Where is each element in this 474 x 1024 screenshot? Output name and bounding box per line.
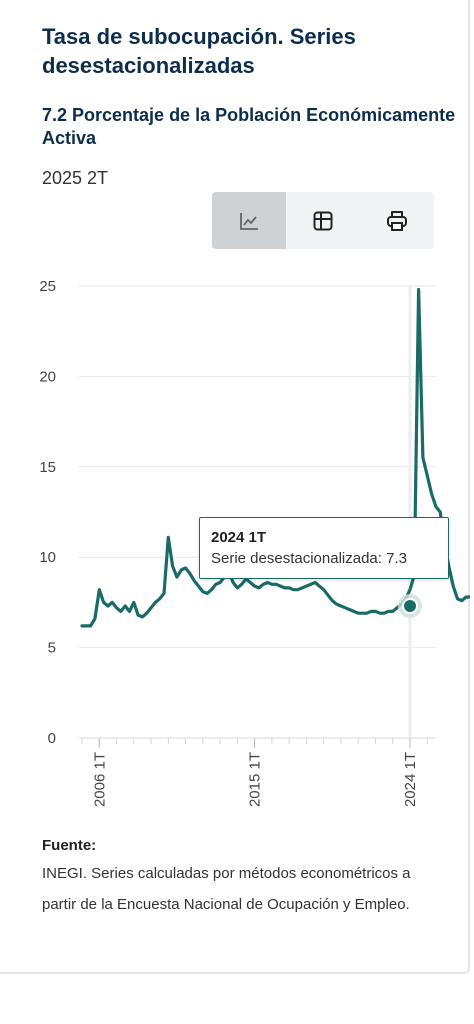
y-tick-label: 20 — [39, 368, 56, 385]
tooltip-title: 2024 1T — [211, 529, 267, 546]
source-note: Fuente: INEGI. Series calculadas por mét… — [42, 834, 442, 920]
tooltip-text: Serie desestacionalizada: 7.3 — [211, 550, 407, 567]
table-view-button[interactable] — [286, 192, 360, 249]
source-text: INEGI. Series calculadas por métodos eco… — [42, 865, 411, 913]
x-tick-label: 2015 1T — [247, 752, 264, 807]
line-chart-icon — [238, 210, 260, 232]
content-card — [0, 0, 470, 974]
y-tick-label: 15 — [39, 459, 56, 476]
print-button[interactable] — [360, 192, 434, 249]
x-tick-label: 2006 1T — [91, 752, 108, 807]
table-icon — [312, 210, 334, 232]
chart-tooltip: 2024 1T Serie desestacionalizada: 7.3 — [199, 517, 449, 579]
line-chart-view-button[interactable] — [212, 192, 286, 249]
y-tick-label: 25 — [39, 278, 56, 295]
source-label: Fuente: — [42, 837, 97, 854]
print-icon — [385, 209, 409, 233]
page-title: Tasa de subocupación. Series desestacion… — [42, 24, 356, 78]
y-tick-label: 0 — [48, 730, 56, 747]
chart-toolbar — [212, 192, 434, 249]
y-tick-label: 10 — [39, 549, 56, 566]
y-tick-label: 5 — [48, 640, 56, 657]
line-chart: 0 5 10 15 20 25 2006 1T 2015 1T 2024 1T — [39, 278, 470, 807]
period-label: 2025 2T — [42, 168, 109, 188]
highlight-point — [402, 598, 418, 615]
x-tick-label: 2024 1T — [402, 752, 419, 807]
chart-subtitle: 7.2 Porcentaje de la Población Económica… — [42, 105, 456, 148]
